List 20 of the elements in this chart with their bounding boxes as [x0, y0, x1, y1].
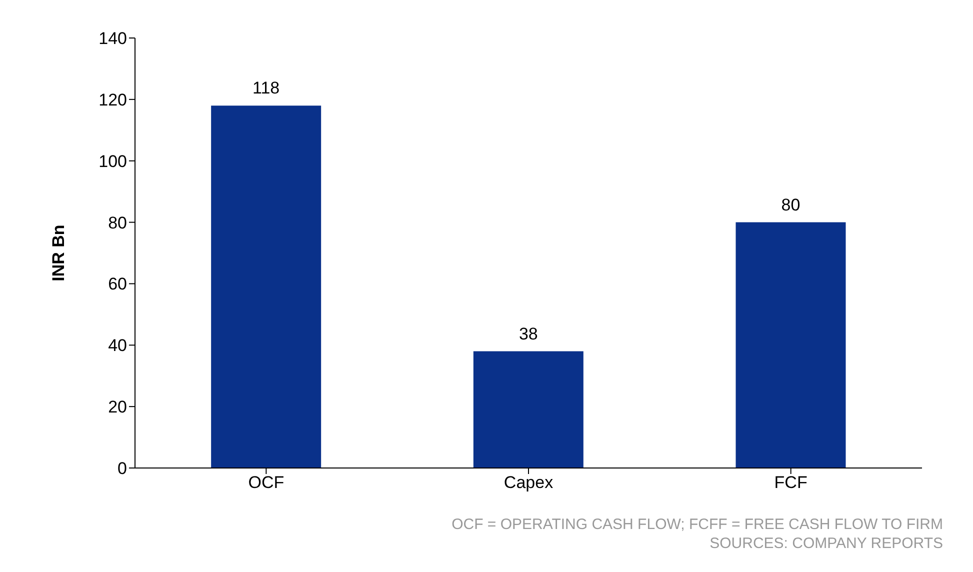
bar	[473, 351, 584, 468]
y-axis-title: INR Bn	[49, 224, 68, 282]
bar	[736, 222, 846, 468]
text: OCF = OPERATING CASH FLOW; FCFF = FREE CASH FLOW TO FIRM	[452, 515, 943, 534]
y-tick-label: 20	[108, 398, 127, 417]
y-tick-label: 120	[98, 90, 127, 110]
data-label: 118	[252, 78, 280, 98]
y-tick-label: 140	[98, 29, 127, 48]
y-tick-label: 80	[108, 213, 127, 232]
bar	[211, 106, 322, 468]
x-tick-label: OCF	[248, 473, 284, 492]
data-label: 38	[518, 324, 538, 344]
y-tick-label: 100	[98, 152, 127, 171]
x-tick-label: FCF	[774, 473, 808, 492]
source-note: SOURCES: COMPANY REPORTS	[708, 534, 943, 553]
y-tick-label: 0	[118, 459, 127, 478]
data-label: 80	[781, 195, 800, 214]
y-tick-label: 40	[108, 336, 127, 356]
x-tick-label: Capex	[504, 473, 554, 492]
y-tick-label: 60	[108, 274, 127, 294]
